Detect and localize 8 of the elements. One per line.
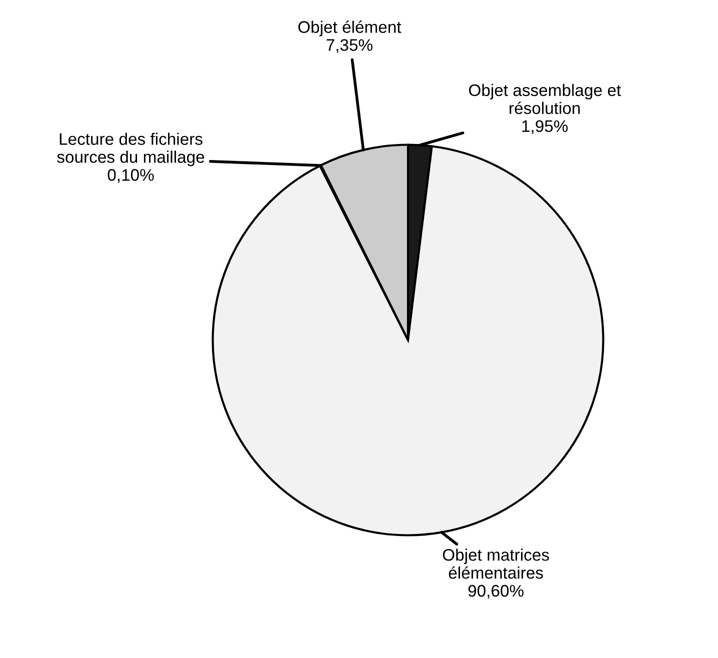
- data-label: 7,35%: [326, 39, 372, 53]
- slice-label: Lecture des fichiers sources du maillage: [57, 132, 204, 166]
- slice-label: Objet élément: [298, 20, 402, 36]
- data-label: 1,95%: [522, 120, 568, 134]
- slice-label: Objet matrices élémentaires: [442, 548, 549, 579]
- data-label: 90,60%: [468, 584, 524, 599]
- slice-label: Objet assemblage et résolution: [469, 84, 621, 114]
- data-label: 0,10%: [108, 169, 154, 183]
